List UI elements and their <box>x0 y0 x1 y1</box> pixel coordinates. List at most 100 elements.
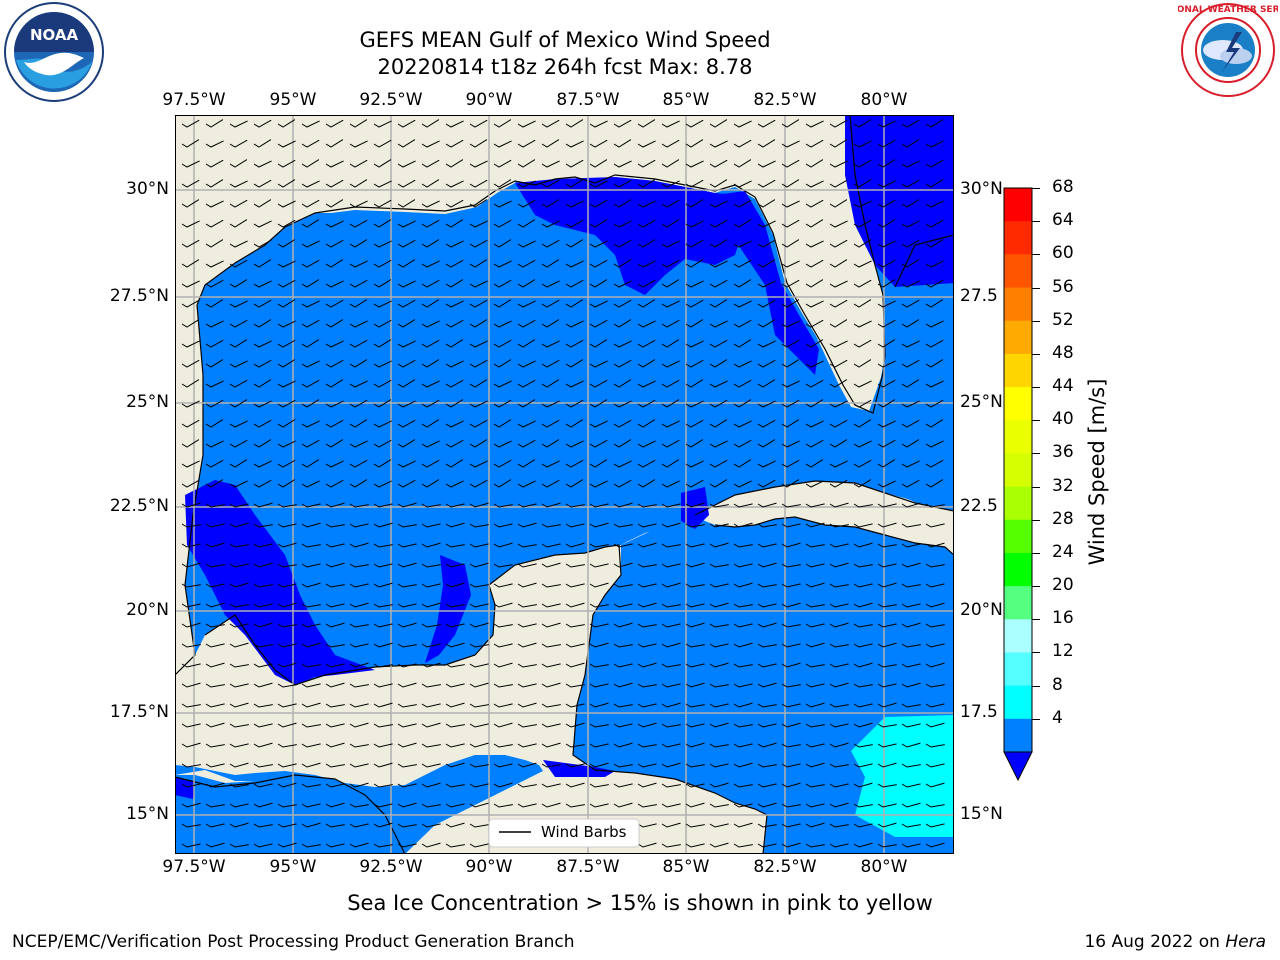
wind-barb <box>445 300 464 308</box>
wind-barb <box>829 439 848 448</box>
wind-barb <box>421 399 440 408</box>
wind-barb <box>301 563 321 568</box>
wind-barb <box>733 522 753 528</box>
wind-barb <box>229 360 248 368</box>
wind-barb <box>205 239 224 248</box>
wind-barb <box>781 842 801 848</box>
wind-barb <box>541 703 561 708</box>
wind-barb <box>469 139 488 148</box>
wind-barb <box>517 642 537 648</box>
wind-barb <box>325 783 345 788</box>
wind-barb <box>349 359 368 368</box>
wind-barb <box>253 139 272 148</box>
wind-barb <box>661 663 681 668</box>
wind-barb <box>709 200 728 208</box>
wind-barb <box>301 843 321 848</box>
calm-zone-honduras <box>543 760 615 777</box>
colorbar-tick-label: 28 <box>1052 508 1074 529</box>
wind-barb <box>277 279 296 288</box>
wind-barb <box>373 743 393 748</box>
wind-barb <box>181 543 201 548</box>
wind-barb <box>301 783 321 788</box>
wind-barb <box>397 643 417 648</box>
wind-barb <box>853 623 873 628</box>
wind-barb <box>493 542 513 548</box>
wind-barb <box>517 582 537 588</box>
wind-barb <box>421 119 440 128</box>
nws-logo: ★ NATIONAL WEATHER SERVICE ★ <box>1142 2 1280 102</box>
wind-barb <box>373 683 393 688</box>
wind-barb <box>349 763 369 768</box>
wind-barb <box>781 602 801 608</box>
wind-barb <box>925 602 945 608</box>
wind-barb <box>205 359 224 368</box>
wind-barb <box>373 783 393 788</box>
wind-barb <box>397 742 417 748</box>
wind-barb <box>781 583 801 588</box>
wind-barb <box>637 703 657 708</box>
colorbar-tick-mark <box>1032 453 1040 455</box>
wind-barb <box>829 583 849 588</box>
wind-barb <box>661 582 681 588</box>
wind-barb <box>685 220 704 228</box>
wind-barb <box>613 523 633 528</box>
colorbar-tick-mark <box>1032 586 1040 588</box>
wind-barb <box>517 360 536 368</box>
wind-barb <box>229 623 249 628</box>
wind-barb <box>829 682 849 688</box>
wind-barb <box>229 420 248 428</box>
wind-barb <box>349 703 369 708</box>
wind-barb <box>517 139 536 148</box>
wind-barb <box>733 420 752 428</box>
wind-barb <box>421 503 441 508</box>
wind-barb <box>181 299 200 308</box>
wind-barb <box>445 399 464 408</box>
lon-label-top: 80°W <box>860 90 908 110</box>
colorbar-tick-mark <box>1032 552 1040 554</box>
wind-barb <box>685 359 704 368</box>
colorbar-tick-label: 36 <box>1052 442 1074 463</box>
wind-barb <box>925 623 945 628</box>
wind-barb <box>373 180 392 188</box>
wind-barb <box>349 803 369 808</box>
wind-barb <box>589 762 609 768</box>
wind-barb <box>661 259 680 268</box>
wind-barb <box>829 340 848 348</box>
wind-barb <box>757 603 777 608</box>
wind-barb <box>421 200 440 208</box>
wind-barb <box>229 803 249 808</box>
wind-barb <box>589 723 609 728</box>
wind-barb <box>205 623 225 628</box>
wind-barb <box>853 140 872 148</box>
wind-barb <box>925 842 945 848</box>
colorbar-tick-mark <box>1032 353 1040 355</box>
wind-barb <box>805 743 825 748</box>
wind-barb <box>901 562 921 568</box>
wind-barb <box>829 603 849 608</box>
wind-barb <box>805 623 825 628</box>
wind-barb <box>757 400 776 408</box>
wind-barb <box>205 643 225 648</box>
wind-barb <box>709 803 729 808</box>
wind-barb <box>493 359 512 368</box>
wind-barb <box>253 543 273 548</box>
wind-barb <box>445 663 465 668</box>
wind-barb <box>613 583 633 588</box>
wind-barb <box>349 260 368 268</box>
wind-barb <box>637 623 657 628</box>
wind-barb <box>205 743 225 748</box>
lat-label-right: 27.5 <box>960 286 998 306</box>
wind-barb <box>469 439 488 448</box>
wind-barb <box>925 523 945 528</box>
wind-barb <box>253 119 272 128</box>
wind-barb <box>781 823 801 828</box>
wind-barb <box>301 743 321 748</box>
wind-barb <box>685 742 705 748</box>
wind-barb <box>757 340 776 348</box>
wind-barb <box>853 523 873 528</box>
wind-barb <box>445 480 464 488</box>
wind-barb <box>445 360 464 368</box>
wind-barb <box>877 180 896 188</box>
wind-barb <box>565 320 584 328</box>
wind-barb <box>181 400 200 408</box>
